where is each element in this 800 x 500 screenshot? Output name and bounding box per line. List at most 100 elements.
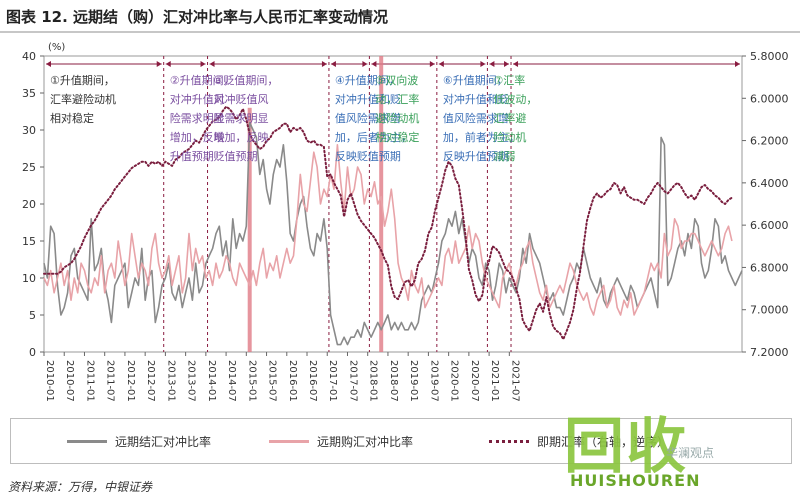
chart-area: 0 5 10 15 20 25 30 35 40 (%) 5.8000 6.0000 6.2000 6.4… (0, 34, 800, 454)
period-arrow-head (46, 61, 51, 67)
right-tick-label: 6.4000 (750, 177, 789, 190)
period-annotation-line: ⑥升值期间， (443, 74, 508, 87)
spike-column (379, 56, 384, 352)
period-annotation-line: ②升值期间， (170, 74, 235, 87)
period-annotation-line: 险需求明显 (170, 111, 225, 125)
x-tick-label: 2021-01 (489, 360, 500, 402)
x-tick-label: 2018-07 (388, 360, 399, 402)
x-tick-label: 2020-01 (449, 360, 460, 402)
period-annotation-line: 对冲贬值风 (214, 92, 269, 106)
period-annotation-line: 加，前者为主， (443, 130, 520, 144)
left-tick-label: 0 (29, 346, 36, 359)
line-chart: 0 5 10 15 20 25 30 35 40 (%) 5.8000 6.0000 6.2000 6.4… (22, 42, 789, 402)
period-arrow-head (371, 61, 377, 67)
right-tick-label: 7.2000 (750, 346, 789, 359)
period-annotation-line: 对冲升值和贬 (335, 92, 401, 106)
period-annotation-line: ③贬值期间， (214, 74, 279, 87)
period-annotation-line: 值风险需求增 (443, 111, 509, 125)
watermark-main-text: 回收 (564, 412, 688, 482)
period-arrow-head (735, 61, 740, 67)
period-annotation-line: 避险动机 (375, 111, 419, 125)
watermark-mini-text: 华澜观点 (666, 446, 715, 460)
period-annotation-line: 险需求明显 (214, 111, 269, 125)
x-tick-label: 2014-07 (226, 360, 237, 402)
x-tick-label: 2012-07 (145, 360, 156, 402)
right-tick-label: 7.0000 (750, 304, 789, 317)
x-tick-label: 2013-01 (165, 360, 176, 402)
series-line-2 (43, 105, 733, 341)
legend-item-forward-purchase: 远期购汇对冲比率 (269, 433, 413, 450)
x-tick-label: 2018-01 (368, 360, 379, 402)
legend-label: 即期汇率（右轴，逆序） (537, 435, 670, 449)
left-tick-label: 5 (29, 309, 36, 322)
period-arrow-head (321, 61, 327, 67)
right-tick-label: 6.0000 (750, 92, 789, 105)
x-tick-label: 2016-07 (307, 360, 318, 402)
period-annotation-line: 动，汇率 (375, 92, 419, 106)
period-arrow-head (513, 61, 519, 67)
x-tick-label: 2017-07 (347, 360, 358, 402)
period-annotation-line: 反映贬值预期 (335, 150, 401, 163)
x-tick-label: 2016-01 (287, 360, 298, 402)
right-tick-label: 5.8000 (750, 50, 789, 63)
period-annotation-line: 相对稳定 (50, 111, 94, 125)
left-tick-label: 35 (22, 87, 36, 100)
series-line-0 (43, 121, 743, 346)
legend-label: 远期购汇对冲比率 (317, 435, 414, 449)
period-annotation-line: 低波动， (493, 93, 537, 106)
period-annotation-line: 加，后者为主， (335, 131, 412, 144)
left-tick-label: 15 (22, 235, 36, 248)
x-tick-label: 2010-01 (44, 360, 55, 402)
x-tick-label: 2015-01 (246, 360, 257, 402)
title-divider (0, 31, 800, 33)
x-tick-label: 2011-07 (105, 360, 116, 402)
right-tick-label: 6.6000 (750, 219, 789, 232)
period-arrow-head (489, 61, 495, 67)
legend-swatch-gray (67, 440, 107, 443)
period-annotation-line: 险动机 (493, 130, 526, 144)
x-tick-label: 2015-07 (267, 360, 278, 402)
left-axis-unit: (%) (48, 42, 65, 53)
period-arrow-head (156, 61, 162, 67)
period-arrow-head (429, 61, 435, 67)
chart-title: 图表 12. 远期结（购）汇对冲比率与人民币汇率变动情况 (6, 8, 389, 26)
right-tick-label: 6.2000 (750, 135, 789, 148)
x-tick-label: 2019-01 (408, 360, 419, 402)
legend-swatch-pink (269, 440, 309, 443)
x-tick-label: 2017-01 (327, 360, 338, 402)
x-tick-label: 2014-01 (206, 360, 217, 402)
period-annotation-line: 增加，反映 (170, 130, 225, 144)
period-arrow-head (438, 61, 444, 67)
period-annotation-line: 对冲升值风 (170, 92, 225, 106)
period-annotation-line: 反映升值预期 (443, 150, 509, 163)
period-annotation-line: 对冲升值和贬 (443, 92, 509, 106)
period-annotation-line: ⑤双向波 (375, 73, 418, 87)
period-annotation-line: 增加，反映 (214, 130, 269, 144)
period-annotation-line: 汇率避险动机 (50, 92, 116, 106)
period-arrow-head (480, 61, 486, 67)
period-annotation-line: ①升值期间， (50, 74, 115, 87)
period-annotation-line: 减弱 (493, 150, 515, 163)
x-tick-label: 2021-07 (509, 360, 520, 402)
period-annotation-line: 值风险需求增 (335, 111, 401, 125)
left-tick-label: 20 (22, 198, 36, 211)
legend-label: 远期结汇对冲比率 (115, 435, 212, 449)
period-arrow-head (165, 61, 171, 67)
series-line-1 (43, 144, 733, 316)
spike-column (247, 107, 252, 352)
period-annotation-line: 相对稳定 (375, 130, 419, 144)
legend-item-forward-settlement: 远期结汇对冲比率 (67, 433, 211, 450)
legend: 远期结汇对冲比率 远期购汇对冲比率 即期汇率（右轴，逆序） (10, 418, 792, 464)
x-tick-label: 2010-07 (64, 360, 75, 402)
period-annotation-line: ⑦汇率 (493, 73, 525, 87)
x-tick-label: 2020-07 (469, 360, 480, 402)
x-tick-label: 2012-01 (125, 360, 136, 402)
period-annotation-line: 贬值预期 (214, 150, 258, 163)
watermark-logo: 回收 华澜观点 HUISHOUREN (548, 398, 800, 498)
watermark-sub-text: HUISHOUREN (570, 471, 701, 490)
x-tick-label: 2019-07 (428, 360, 439, 402)
period-annotation-line: 汇率避 (493, 111, 526, 125)
period-arrow-head (504, 61, 510, 67)
left-tick-label: 25 (22, 161, 36, 174)
left-tick-label: 10 (22, 272, 36, 285)
